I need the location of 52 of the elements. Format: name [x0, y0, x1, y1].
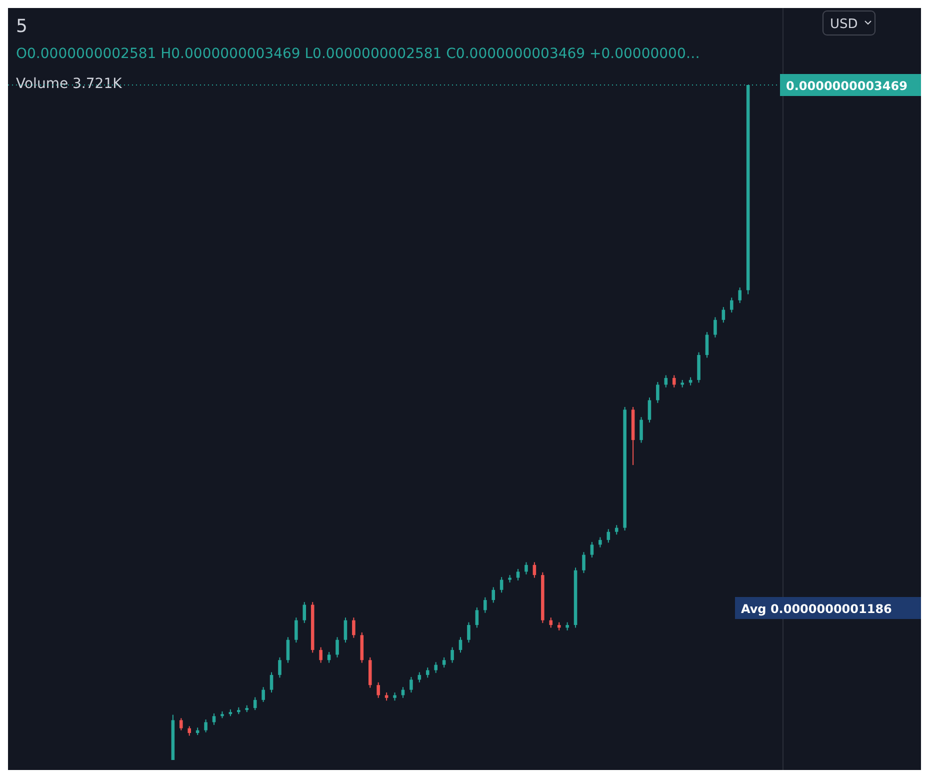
candlestick	[598, 536, 602, 548]
candlestick	[344, 617, 348, 644]
text: Volume 3.721K	[16, 76, 123, 92]
candlestick	[614, 524, 618, 536]
candlestick	[302, 602, 306, 624]
candlestick	[188, 726, 192, 736]
candlestick	[352, 617, 356, 638]
candlestick	[204, 719, 208, 733]
candlestick	[524, 562, 528, 575]
candlestick	[286, 636, 290, 664]
candlestick	[648, 397, 652, 423]
candlestick	[475, 606, 479, 628]
candlestick	[336, 636, 339, 658]
candlestick	[270, 672, 274, 693]
candlestick	[180, 718, 183, 731]
candlestick	[467, 622, 470, 644]
candlestick	[714, 316, 717, 338]
candlestick	[640, 416, 643, 444]
annotation: Avg 0.0000000001186	[741, 602, 892, 616]
candlestick	[484, 596, 487, 614]
candlestick	[590, 541, 594, 558]
candlestick	[492, 586, 496, 604]
candlestick	[582, 552, 586, 574]
candlestick	[327, 652, 331, 664]
candlestick	[434, 662, 438, 674]
text: O0.0000000002581 H0.0000000003469 L0.0000000002581 C0.0000000003469 +0.00000000…	[16, 46, 700, 62]
candlestick	[458, 636, 462, 654]
candlestick	[262, 686, 265, 702]
text: USD	[830, 17, 858, 32]
candlestick	[500, 576, 504, 594]
candlestick	[722, 306, 726, 324]
candlestick	[376, 682, 380, 698]
candlestick	[705, 332, 709, 358]
candlestick	[606, 528, 610, 544]
text: 0.0000000003469	[786, 79, 908, 93]
candlestick	[278, 656, 282, 678]
candlestick	[549, 617, 553, 628]
text: 5	[16, 16, 28, 37]
candlestick	[450, 646, 454, 664]
candlestick	[672, 374, 676, 388]
candlestick	[516, 568, 520, 581]
candlestick	[294, 617, 298, 644]
candlestick	[656, 382, 660, 404]
candlestick	[730, 297, 734, 313]
candlestick	[426, 667, 430, 678]
candlestick	[410, 676, 413, 693]
candlestick	[319, 646, 322, 664]
candlestick	[532, 562, 536, 578]
candlestick	[212, 712, 216, 726]
candlestick	[253, 696, 257, 711]
candlestick	[442, 656, 446, 668]
candlestick	[738, 287, 742, 304]
